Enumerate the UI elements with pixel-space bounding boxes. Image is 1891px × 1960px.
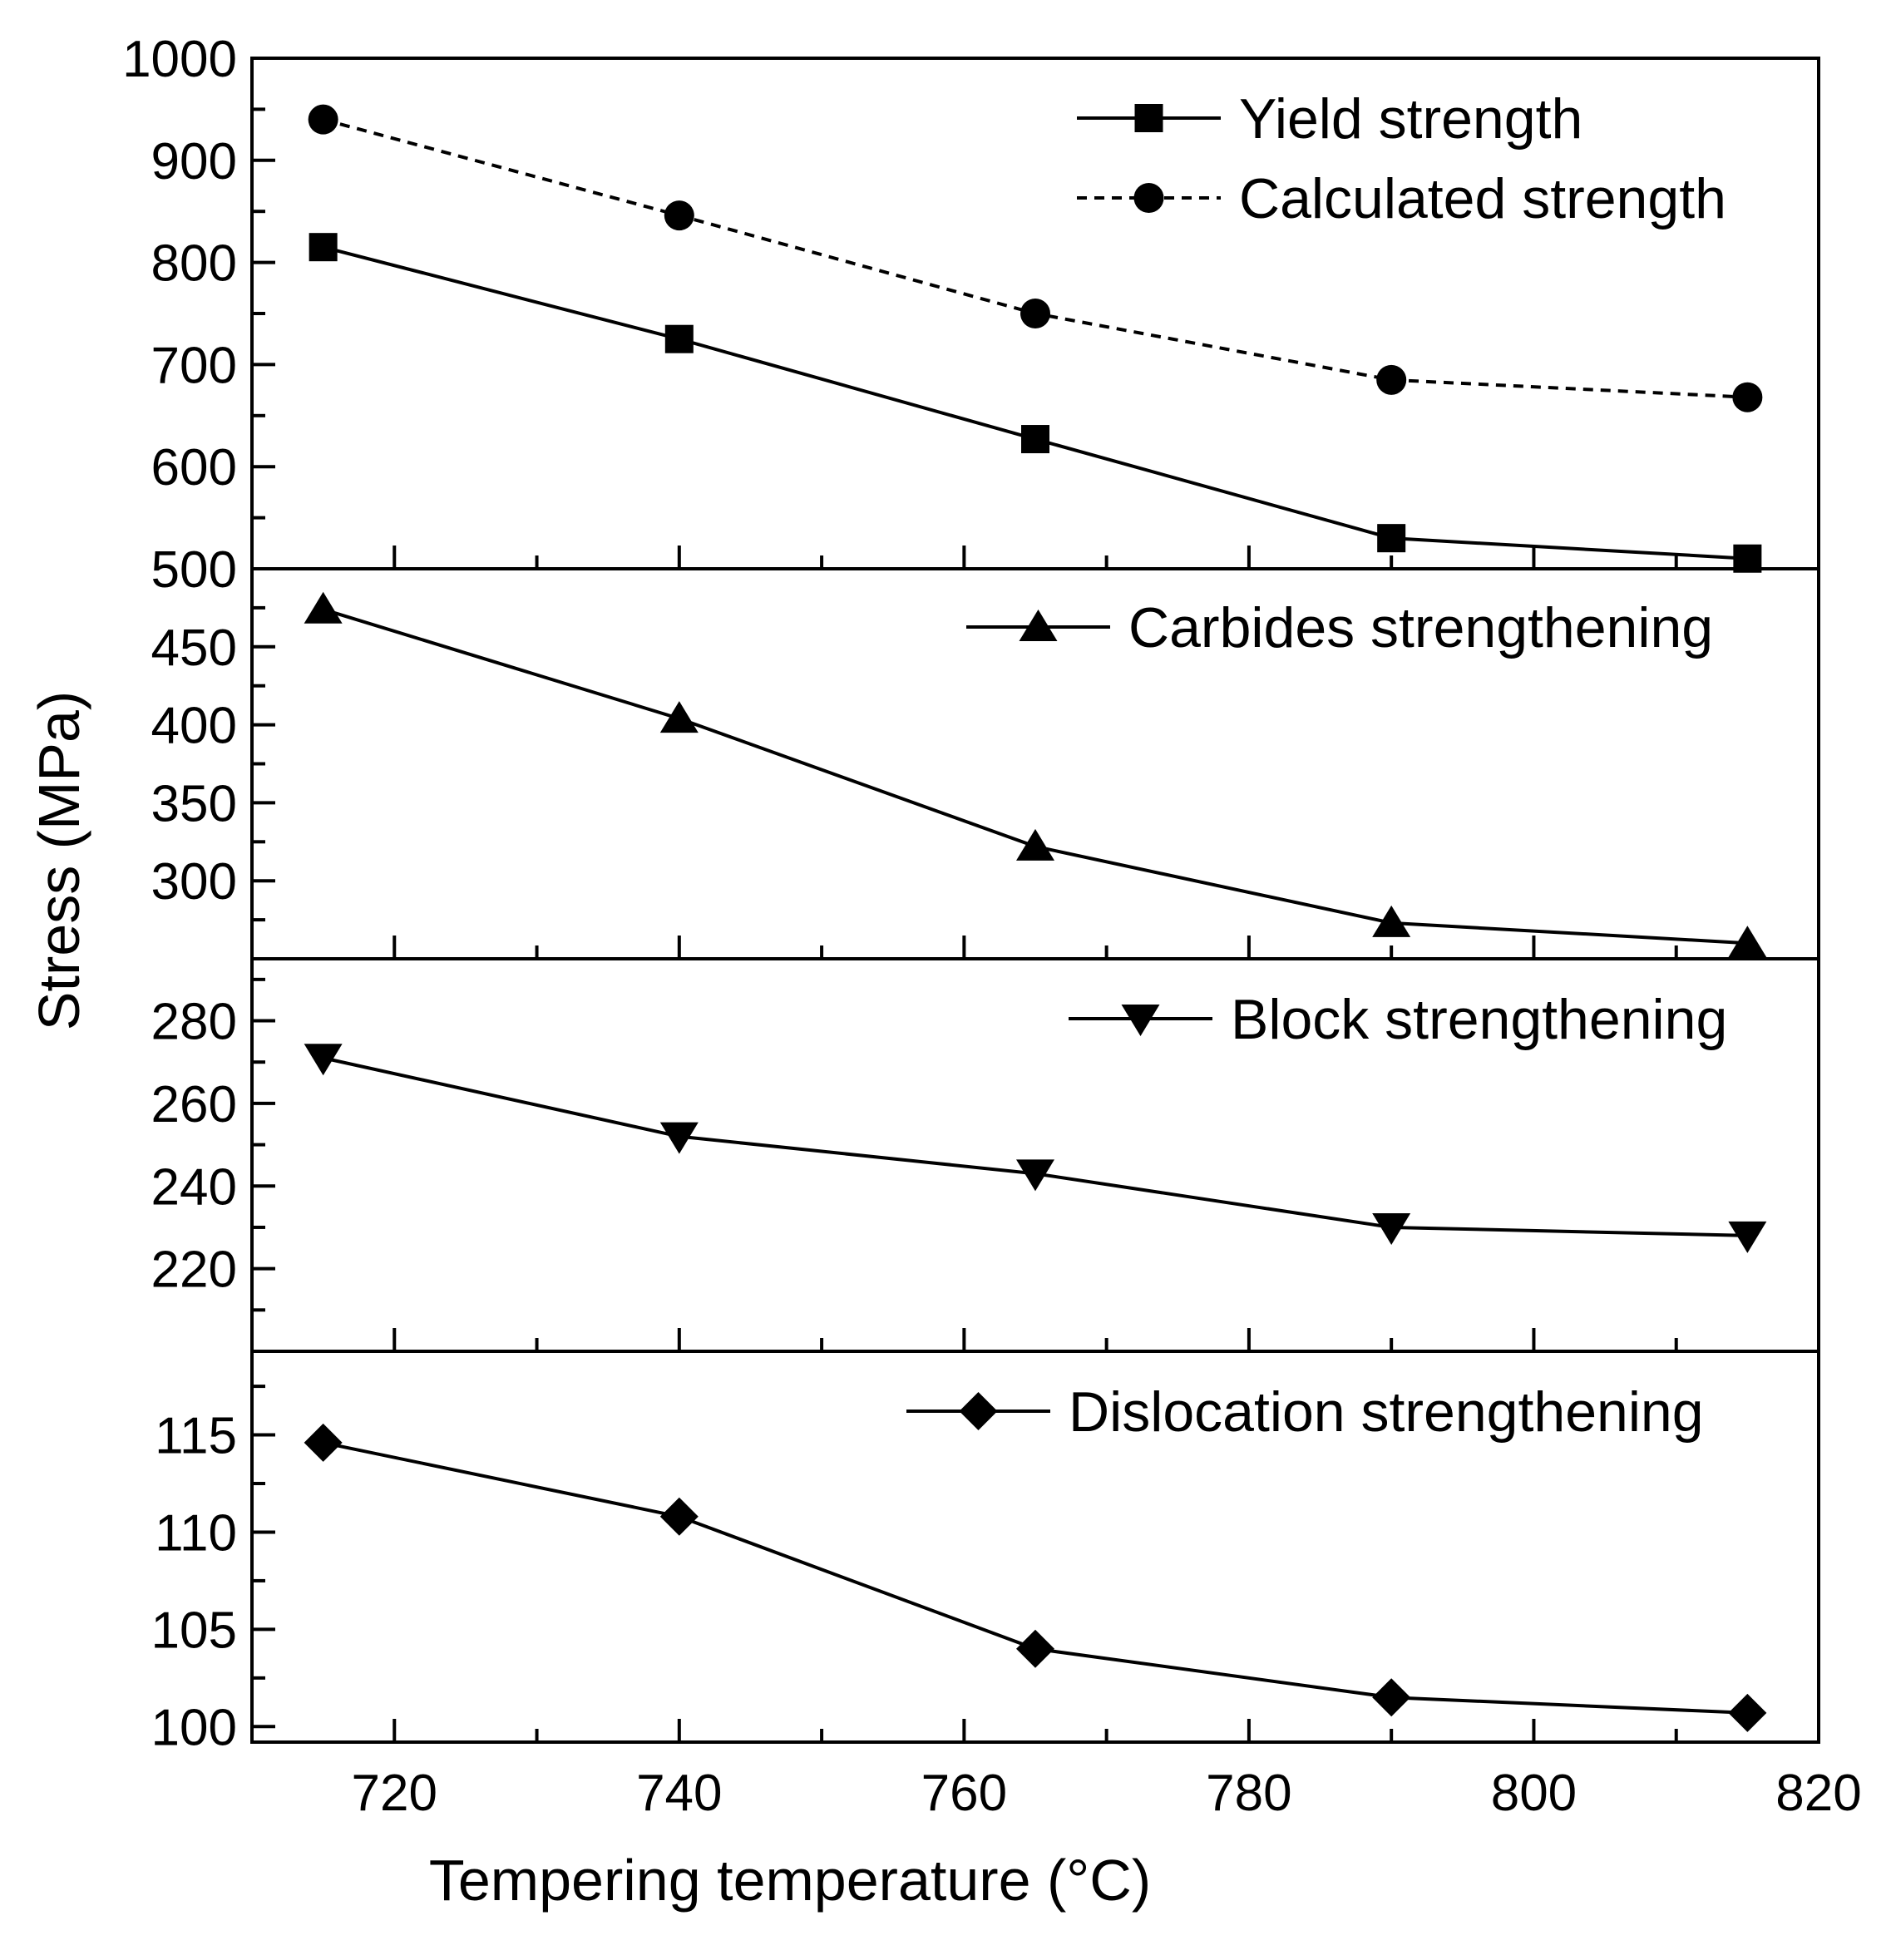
- data-point-dislocation-strengthening-1: [659, 1497, 699, 1536]
- legend-label-carbides-strengthening: Carbides strengthening: [1128, 596, 1713, 659]
- data-point-block-strengthening-1: [659, 1122, 699, 1154]
- data-point-block-strengthening-0: [304, 1044, 343, 1076]
- data-point-calculated-strength-4: [1732, 382, 1763, 412]
- legend-marker-calculated-strength: [1133, 183, 1164, 213]
- series-line-calculated-strength: [323, 117, 1748, 399]
- panel-4-y-tick-label: 105: [151, 1602, 237, 1659]
- data-point-dislocation-strengthening-0: [304, 1423, 343, 1462]
- panel-2-y-tick-label: 300: [151, 853, 237, 911]
- legend-marker-yield-strength: [1134, 104, 1163, 132]
- panel-4-y-tick-label: 115: [155, 1408, 237, 1465]
- panel-3-y-tick-label: 280: [151, 994, 237, 1051]
- x-tick-label: 780: [1206, 1765, 1291, 1822]
- panel-1-y-tick-label: 700: [151, 337, 237, 394]
- x-tick-label: 800: [1491, 1765, 1577, 1822]
- panel-2-y-tick-label: 400: [151, 698, 237, 755]
- data-point-yield-strength-3: [1377, 524, 1406, 553]
- y-axis-title: Stress (MPa): [27, 691, 91, 1030]
- data-point-carbides-strengthening-2: [1016, 828, 1054, 861]
- data-point-dislocation-strengthening-4: [1728, 1693, 1767, 1732]
- data-point-block-strengthening-2: [1016, 1159, 1054, 1192]
- panel-1-y-tick-label: 1000: [122, 31, 237, 88]
- series-line-dislocation-strengthening: [323, 1440, 1748, 1715]
- data-point-dislocation-strengthening-3: [1372, 1678, 1411, 1717]
- x-tick-label: 720: [352, 1765, 437, 1822]
- panel-4-frame: [250, 1350, 1820, 1744]
- x-tick-label: 740: [636, 1765, 722, 1822]
- series-line-block-strengthening: [323, 1056, 1748, 1237]
- series-line-yield-strength: [323, 245, 1748, 560]
- data-point-yield-strength-1: [664, 324, 694, 353]
- legend-label-block-strengthening: Block strengthening: [1231, 988, 1727, 1051]
- data-point-yield-strength-2: [1021, 425, 1049, 454]
- data-point-dislocation-strengthening-2: [1016, 1629, 1054, 1668]
- data-point-carbides-strengthening-4: [1728, 926, 1767, 958]
- legend-label-dislocation-strengthening: Dislocation strengthening: [1069, 1380, 1704, 1444]
- panel-4-y-tick-label: 100: [151, 1699, 237, 1756]
- panel-1-y-tick-label: 600: [151, 439, 237, 496]
- data-point-calculated-strength-1: [664, 200, 694, 231]
- panel-3-y-tick-label: 220: [151, 1242, 237, 1299]
- legend-marker-block-strengthening: [1121, 1005, 1160, 1036]
- data-point-calculated-strength-2: [1020, 299, 1050, 328]
- panel-1-y-tick-label: 500: [151, 541, 237, 599]
- data-point-carbides-strengthening-0: [304, 591, 343, 624]
- data-point-yield-strength-0: [309, 233, 338, 262]
- data-point-carbides-strengthening-1: [659, 701, 699, 733]
- data-point-carbides-strengthening-3: [1372, 905, 1411, 937]
- legend-marker-dislocation-strengthening: [959, 1392, 998, 1430]
- panel-4-y-tick-label: 110: [155, 1504, 237, 1562]
- legend-label-yield-strength: Yield strength: [1239, 87, 1582, 151]
- panel-2-y-tick-label: 450: [151, 620, 237, 677]
- panel-3-y-tick-label: 240: [151, 1158, 237, 1216]
- panel-1-y-tick-label: 900: [151, 133, 237, 190]
- x-tick-label: 760: [921, 1765, 1007, 1822]
- panel-3-y-tick-label: 260: [151, 1076, 237, 1133]
- x-tick-label: 820: [1775, 1765, 1861, 1822]
- x-axis-title: Tempering temperature (°C): [429, 1848, 1151, 1913]
- panel-2-y-tick-label: 350: [151, 775, 237, 832]
- legend-label-calculated-strength: Calculated strength: [1239, 167, 1726, 230]
- panel-1-y-tick-label: 800: [151, 235, 237, 293]
- legend-marker-carbides-strengthening: [1019, 610, 1058, 641]
- data-point-block-strengthening-4: [1728, 1221, 1767, 1253]
- data-point-calculated-strength-3: [1376, 364, 1407, 395]
- data-point-block-strengthening-3: [1372, 1212, 1411, 1245]
- data-point-calculated-strength-0: [308, 104, 338, 135]
